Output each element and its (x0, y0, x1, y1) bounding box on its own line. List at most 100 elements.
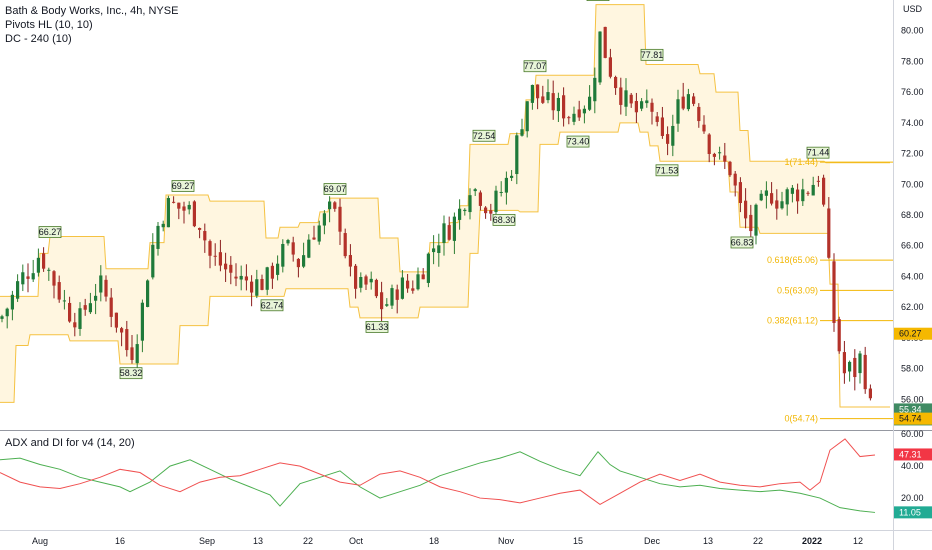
price-tick-label: 74.00 (901, 118, 924, 128)
candle-body (546, 92, 550, 101)
candle-body (291, 242, 295, 255)
pivot-label: 77.81 (641, 50, 664, 60)
pivot-label-box (323, 183, 347, 195)
adx-tick-label: 40.00 (901, 461, 924, 471)
time-tick-label: 13 (703, 536, 713, 546)
donchian-indicator-label[interactable]: DC - 240 (10) (5, 33, 72, 45)
candle-body (463, 209, 467, 212)
candle-body (759, 193, 763, 201)
time-tick-label: Aug (32, 536, 48, 546)
candle-body (588, 96, 592, 110)
candle-body (57, 282, 61, 300)
candle-body (785, 189, 789, 205)
pivot-label: 61.33 (366, 322, 389, 332)
candle-body (369, 278, 373, 283)
candle-body (468, 195, 472, 213)
currency-label[interactable]: USD (903, 4, 923, 14)
time-tick-label: 15 (573, 536, 583, 546)
candle-body (166, 198, 170, 228)
candle-body (302, 255, 306, 267)
candle-body (348, 255, 352, 267)
candle-body (837, 319, 841, 352)
candle-body (68, 302, 72, 322)
price-tick-label: 66.00 (901, 241, 924, 251)
candle-body (156, 225, 160, 249)
candle-body (26, 276, 30, 279)
time-tick-label: Nov (498, 536, 515, 546)
candle-body (660, 117, 664, 136)
pivot-label-box (806, 146, 830, 159)
pivot-label-box (171, 180, 195, 192)
candle-body (712, 153, 716, 157)
candle-body (494, 190, 498, 213)
candle-body (140, 302, 144, 341)
price-axis-badge-text: 54.74 (899, 414, 922, 424)
candle-body (848, 361, 852, 372)
candle-body (333, 202, 337, 209)
time-tick-label: 2022 (802, 536, 822, 546)
pivot-label-box (566, 135, 590, 148)
pivot-label-box (730, 236, 754, 249)
candle-body (255, 279, 259, 296)
candle-body (562, 95, 566, 119)
candle-body (806, 192, 810, 194)
price-tick-label: 68.00 (901, 210, 924, 220)
time-tick-label: 22 (753, 536, 763, 546)
candle-body (577, 109, 581, 118)
candle-body (692, 96, 696, 104)
candle-body (868, 388, 872, 399)
candle-body (198, 227, 202, 230)
candle-body (359, 277, 363, 288)
candle-body (697, 106, 701, 122)
candle-body (380, 292, 384, 310)
chart-title: Bath & Body Works, Inc., 4h, NYSE (5, 5, 179, 17)
candle-body (182, 206, 186, 211)
candle-body (655, 116, 659, 122)
candle-body (780, 201, 784, 209)
donchian-lower-line (0, 122, 890, 408)
pivot-label-box (472, 129, 496, 142)
candle-body (832, 261, 836, 323)
candle-body (510, 175, 514, 178)
candle-body (754, 204, 758, 236)
adx-tick-label: 60.00 (901, 429, 924, 439)
candle-body (47, 269, 51, 271)
candle-body (666, 134, 670, 144)
time-tick-label: 18 (429, 536, 439, 546)
pivot-label-box (260, 299, 284, 312)
candle-body (811, 184, 815, 196)
candle-body (764, 190, 768, 196)
candle-body (738, 182, 742, 204)
pivots-indicator-label[interactable]: Pivots HL (10, 10) (5, 19, 93, 31)
adx-axis-badge (894, 448, 932, 461)
candle-body (681, 96, 685, 109)
candle-body (707, 134, 711, 154)
candle-body (634, 101, 638, 113)
candle-body (312, 237, 316, 240)
candle-body (702, 124, 706, 132)
candle-body (858, 353, 862, 374)
adx-axis-badge (894, 506, 932, 519)
candle-body (187, 204, 191, 210)
candle-body (10, 294, 14, 310)
fib-level-label: 1(71.44) (784, 157, 818, 167)
adx-indicator-label[interactable]: ADX and DI for v4 (14, 20) (5, 437, 135, 449)
candle-body (426, 253, 430, 283)
candle-body (640, 101, 644, 109)
candle-body (114, 312, 118, 328)
candle-body (499, 191, 503, 193)
candle-body (151, 244, 155, 278)
candle-body (525, 101, 529, 132)
pivot-label: 68.30 (493, 215, 516, 225)
candle-body (104, 279, 108, 297)
pivot-label-box (119, 367, 143, 380)
pivot-label: 72.54 (473, 131, 496, 141)
candle-body (686, 94, 690, 110)
adx-tick-label: 20.00 (901, 493, 924, 503)
candle-body (343, 233, 347, 257)
fib-level-label: 0.618(65.06) (767, 255, 818, 265)
price-tick-label: 76.00 (901, 87, 924, 97)
candle-body (411, 288, 415, 291)
candle-body (234, 276, 238, 279)
